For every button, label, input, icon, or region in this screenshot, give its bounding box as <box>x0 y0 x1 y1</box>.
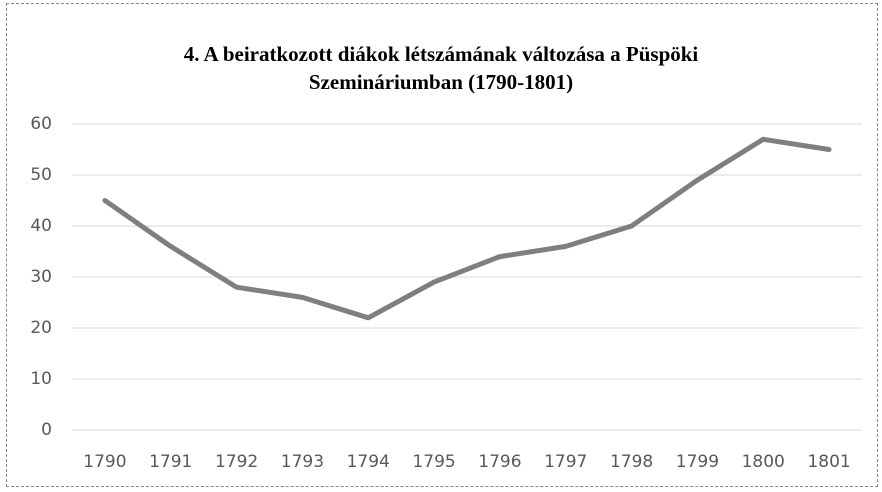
x-tick-label: 1792 <box>215 452 258 472</box>
x-tick-label: 1797 <box>544 452 587 472</box>
x-tick-label: 1799 <box>676 452 719 472</box>
y-tick-label: 30 <box>30 267 52 287</box>
y-tick-label: 40 <box>30 216 52 236</box>
y-tick-label: 60 <box>30 114 52 134</box>
x-tick-label: 1796 <box>478 452 521 472</box>
x-tick-label: 1800 <box>742 452 785 472</box>
x-tick-label: 1795 <box>412 452 455 472</box>
y-tick-label: 20 <box>30 318 52 338</box>
chart-frame <box>6 3 878 487</box>
chart-title: 4. A beiratkozott diákok létszámának vál… <box>183 42 699 94</box>
y-tick-label: 50 <box>30 165 52 185</box>
x-tick-label: 1790 <box>83 452 126 472</box>
x-tick-label: 1791 <box>149 452 192 472</box>
x-tick-label: 1794 <box>347 452 390 472</box>
y-tick-label: 10 <box>30 369 52 389</box>
data-line <box>102 136 832 321</box>
x-tick-label: 1801 <box>807 452 850 472</box>
x-tick-label: 1793 <box>281 452 324 472</box>
x-tick-label: 1798 <box>610 452 653 472</box>
y-tick-label: 0 <box>41 420 52 440</box>
